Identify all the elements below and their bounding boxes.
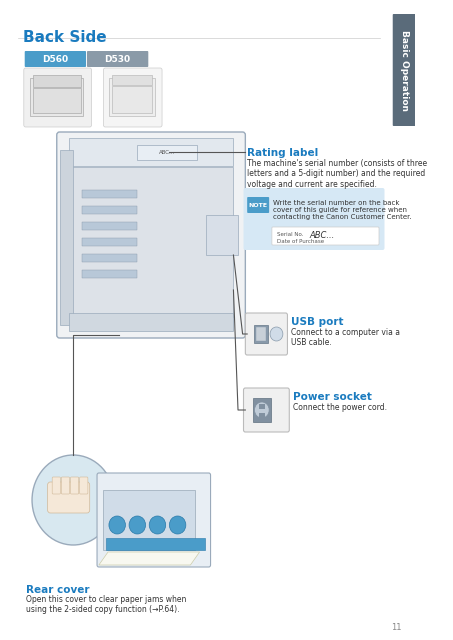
Bar: [33, 88, 81, 113]
Bar: [109, 78, 155, 116]
FancyBboxPatch shape: [57, 132, 246, 338]
Bar: [82, 190, 137, 198]
FancyBboxPatch shape: [52, 477, 60, 494]
Text: Write the serial number on the back
cover of this guide for reference when
conta: Write the serial number on the back cove…: [273, 200, 411, 220]
FancyBboxPatch shape: [97, 473, 211, 567]
Bar: [82, 206, 137, 214]
Bar: [137, 145, 197, 160]
FancyBboxPatch shape: [25, 51, 86, 67]
FancyBboxPatch shape: [48, 482, 90, 513]
Text: ABC...: ABC...: [309, 231, 335, 240]
Text: ABC...: ABC...: [159, 150, 175, 154]
Bar: [103, 490, 195, 550]
Polygon shape: [99, 552, 200, 565]
Bar: [112, 86, 152, 113]
FancyBboxPatch shape: [71, 477, 79, 494]
Text: Back Side: Back Side: [23, 30, 106, 45]
Circle shape: [129, 516, 145, 534]
Bar: [259, 404, 265, 409]
FancyBboxPatch shape: [80, 477, 88, 494]
Circle shape: [32, 455, 115, 545]
Bar: [82, 238, 137, 246]
Circle shape: [169, 516, 186, 534]
Bar: [30, 78, 83, 116]
Bar: [82, 254, 137, 262]
FancyBboxPatch shape: [103, 68, 162, 127]
Bar: [69, 167, 233, 317]
Text: Serial No.: Serial No.: [277, 232, 304, 237]
Text: Rear cover: Rear cover: [26, 585, 89, 595]
Bar: [206, 215, 238, 255]
Text: NOTE: NOTE: [249, 202, 268, 207]
Text: Date of Purchase: Date of Purchase: [277, 239, 324, 244]
Bar: [256, 327, 266, 341]
Bar: [33, 75, 81, 87]
Text: Connect the power cord.: Connect the power cord.: [293, 403, 387, 412]
Bar: [255, 325, 268, 343]
FancyBboxPatch shape: [272, 227, 379, 245]
FancyBboxPatch shape: [24, 68, 92, 127]
Text: 11: 11: [391, 623, 402, 632]
Bar: [253, 398, 271, 422]
Text: Connect to a computer via a
USB cable.: Connect to a computer via a USB cable.: [291, 328, 400, 348]
Text: USB port: USB port: [291, 317, 344, 327]
FancyBboxPatch shape: [61, 477, 70, 494]
Bar: [259, 413, 265, 418]
Circle shape: [270, 327, 283, 341]
Circle shape: [149, 516, 166, 534]
Bar: [69, 138, 233, 166]
Bar: [112, 75, 152, 85]
Circle shape: [109, 516, 125, 534]
Text: Power socket: Power socket: [293, 392, 372, 402]
FancyBboxPatch shape: [244, 388, 289, 432]
Text: D530: D530: [104, 54, 130, 63]
Bar: [82, 270, 137, 278]
FancyBboxPatch shape: [244, 188, 385, 250]
Bar: [82, 222, 137, 230]
Text: Rating label: Rating label: [247, 148, 318, 158]
Text: The machine's serial number (consists of three
letters and a 5-digit number) and: The machine's serial number (consists of…: [247, 159, 427, 189]
Circle shape: [255, 402, 269, 418]
Text: D560: D560: [42, 54, 68, 63]
Bar: [69, 313, 233, 331]
FancyBboxPatch shape: [246, 313, 288, 355]
Bar: [59, 150, 73, 325]
FancyBboxPatch shape: [393, 14, 415, 126]
Bar: [106, 538, 205, 550]
FancyBboxPatch shape: [247, 197, 269, 213]
Text: Open this cover to clear paper jams when
using the 2-sided copy function (→P.64): Open this cover to clear paper jams when…: [26, 595, 186, 614]
Text: Basic Operation: Basic Operation: [400, 29, 409, 111]
FancyBboxPatch shape: [87, 51, 148, 67]
